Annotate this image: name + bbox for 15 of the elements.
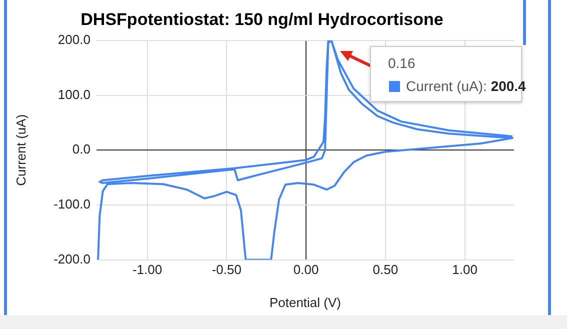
- y-tick-label: 0.0: [72, 142, 90, 157]
- y-tick-label: 200.0: [58, 32, 90, 47]
- annotation: Current (uA): 200.4: [406, 78, 526, 94]
- x-axis-title: Potential (V): [269, 294, 342, 310]
- y-tick-label: 100.0: [58, 86, 90, 102]
- y-tick-label: -100.0: [54, 196, 90, 212]
- x-tick-label: -0.50: [212, 262, 242, 278]
- x-tick-label: 0.50: [372, 262, 398, 278]
- y-tick-label: -200.0: [54, 251, 90, 266]
- chart-title: DHSFpotentiostat: 150 ng/ml Hydrocortisone: [80, 10, 444, 29]
- x-tick-label: 0.00: [293, 262, 319, 278]
- annotation: 0.16: [388, 55, 416, 71]
- x-tick-label: -1.00: [132, 262, 162, 278]
- y-axis-title: Current (uA): [13, 114, 28, 186]
- x-tick-label: 1.00: [452, 262, 478, 278]
